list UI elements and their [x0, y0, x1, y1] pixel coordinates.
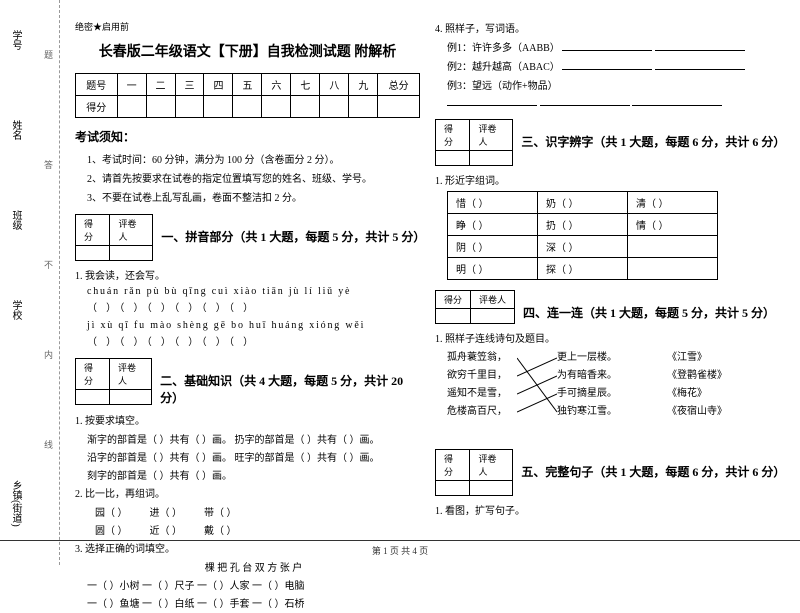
blank-line: [447, 96, 537, 106]
table-row: 得分: [76, 96, 420, 118]
question: 4. 照样子，写词语。: [435, 20, 780, 35]
binding-label: 姓名: [8, 120, 23, 140]
page-title: 长春版二年级语文【下册】自我检测试题 附解析: [75, 41, 420, 61]
match-left-col: 孤舟蓑笠翁，欲穷千里目，遥知不是雪，危楼高百尺，: [447, 349, 507, 421]
section-3-title: 三、识字辨字（共 1 大题，每题 6 分，共计 6 分）: [521, 119, 780, 150]
pinyin-row: jì xù qī fu mào shèng gē bo huī huáng xi…: [87, 320, 420, 331]
notice-item: 1、考试时间：60 分钟，满分为 100 分（含卷面分 2 分）。: [75, 151, 420, 166]
section-4-header: 得分评卷人 四、连一连（共 1 大题，每题 5 分，共计 5 分）: [435, 290, 780, 324]
pinyin-row: chuán rǎn pù bù qīng cuì xiào tiān jù lí…: [87, 286, 420, 297]
fill-line: 沿字的部首是（ ）共有（ ）画。 旺字的部首是（ ）共有（ ）画。: [87, 449, 420, 464]
left-column: 绝密★启用前 长春版二年级语文【下册】自我检测试题 附解析 题号一二三四五六七八…: [75, 20, 420, 613]
match-mid-col: 更上一层楼。为有暗香来。手可摘星辰。独钓寒江雪。: [557, 349, 617, 421]
question: 1. 照样子连线诗句及题目。: [435, 330, 780, 345]
blank-line: [655, 41, 745, 51]
binding-label: 学校: [8, 300, 23, 320]
question: 1. 看图，扩写句子。: [435, 502, 780, 517]
blank-line: [655, 60, 745, 70]
grader-table: 得分评卷人: [435, 290, 515, 324]
grader-table: 得分评卷人: [435, 449, 513, 496]
notice-item: 3、不要在试卷上乱写乱画，卷面不整洁扣 2 分。: [75, 189, 420, 204]
table-row: 睁（ ）扔（ ）情（ ）: [448, 214, 718, 236]
right-column: 4. 照样子，写词语。 例1：许许多多（AABB） 例2：越升越高（ABAC） …: [435, 20, 780, 521]
section-5-title: 五、完整句子（共 1 大题，每题 6 分，共计 6 分）: [521, 449, 780, 480]
binding-label: 班级: [8, 210, 23, 230]
blank-line: [562, 41, 652, 51]
question: 1. 按要求填空。: [75, 412, 420, 427]
question: 1. 我会读，还会写。: [75, 267, 420, 282]
table-row: 题号一二三四五六七八九总分: [76, 74, 420, 96]
section-3-header: 得分评卷人 三、识字辨字（共 1 大题，每题 6 分，共计 6 分）: [435, 119, 780, 166]
word-row: 圆（ ）近（ ）戴（ ）: [95, 522, 420, 537]
example: 例3：望远（动作+物品）: [447, 77, 780, 92]
blank-line: [632, 96, 722, 106]
secret-label: 绝密★启用前: [75, 20, 420, 33]
grader-table: 得分评卷人: [75, 214, 153, 261]
example: 例1：许许多多（AABB）: [447, 39, 780, 54]
blank-line: [562, 60, 652, 70]
fill-line: 刻字的部首是（ ）共有（ ）画。: [87, 467, 420, 482]
section-4-title: 四、连一连（共 1 大题，每题 5 分，共计 5 分）: [523, 290, 775, 321]
fill-line: 一（ ）小树 一（ ）尺子 一（ ）人家 一（ ）电脑: [87, 577, 420, 592]
section-5-header: 得分评卷人 五、完整句子（共 1 大题，每题 6 分，共计 6 分）: [435, 449, 780, 496]
binding-label: 乡镇(街道): [8, 480, 23, 527]
page-footer: 第 1 页 共 4 页: [0, 540, 800, 557]
binding-char: 内: [42, 350, 55, 359]
table-row: 惜（ ）奶（ ）清（ ）: [448, 192, 718, 214]
example: 例2：越升越高（ABAC）: [447, 58, 780, 73]
match-right-col: 《江雪》《登鹳雀楼》《梅花》《夜宿山寺》: [667, 349, 727, 421]
binding-margin: 学号 姓名 班级 学校 乡镇(街道) 题 答 不 内 线: [0, 0, 60, 565]
binding-char: 答: [42, 160, 55, 169]
notice-title: 考试须知：: [75, 128, 420, 145]
blank-line: [540, 96, 630, 106]
char-table: 惜（ ）奶（ ）清（ ） 睁（ ）扔（ ）情（ ） 阴（ ）深（ ） 明（ ）探…: [447, 191, 718, 280]
answer-row: （ ）（ ）（ ）（ ）（ ）（ ）: [87, 299, 420, 314]
binding-char: 线: [42, 440, 55, 449]
question: 2. 比一比，再组词。: [75, 485, 420, 500]
score-table: 题号一二三四五六七八九总分 得分: [75, 73, 420, 118]
word-bank: 棵 把 孔 台 双 方 张 户: [87, 559, 420, 574]
binding-char: 题: [42, 50, 55, 59]
fill-line: 渐字的部首是（ ）共有（ ）画。 扔字的部首是（ ）共有（ ）画。: [87, 431, 420, 446]
blank-row: [447, 96, 780, 109]
section-1-title: 一、拼音部分（共 1 大题，每题 5 分，共计 5 分）: [161, 214, 420, 245]
grader-table: 得分评卷人: [75, 358, 152, 405]
section-2-header: 得分评卷人 二、基础知识（共 4 大题，每题 5 分，共计 20 分）: [75, 358, 420, 406]
binding-char: 不: [42, 260, 55, 269]
binding-label: 学号: [8, 30, 23, 50]
match-lines-icon: [517, 351, 557, 431]
section-2-title: 二、基础知识（共 4 大题，每题 5 分，共计 20 分）: [160, 358, 420, 406]
word-row: 园（ ）进（ ）带（ ）: [95, 504, 420, 519]
answer-row: （ ）（ ）（ ）（ ）（ ）（ ）: [87, 333, 420, 348]
table-row: 明（ ）探（ ）: [448, 258, 718, 280]
notice-item: 2、请首先按要求在试卷的指定位置填写您的姓名、班级、学号。: [75, 170, 420, 185]
table-row: 阴（ ）深（ ）: [448, 236, 718, 258]
question: 1. 形近字组词。: [435, 172, 780, 187]
section-1-header: 得分评卷人 一、拼音部分（共 1 大题，每题 5 分，共计 5 分）: [75, 214, 420, 261]
grader-table: 得分评卷人: [435, 119, 513, 166]
fill-line: 一（ ）鱼塘 一（ ）白纸 一（ ）手套 一（ ）石桥: [87, 595, 420, 610]
matching-diagram: 孤舟蓑笠翁，欲穷千里目，遥知不是雪，危楼高百尺， 更上一层楼。为有暗香来。手可摘…: [447, 349, 780, 439]
